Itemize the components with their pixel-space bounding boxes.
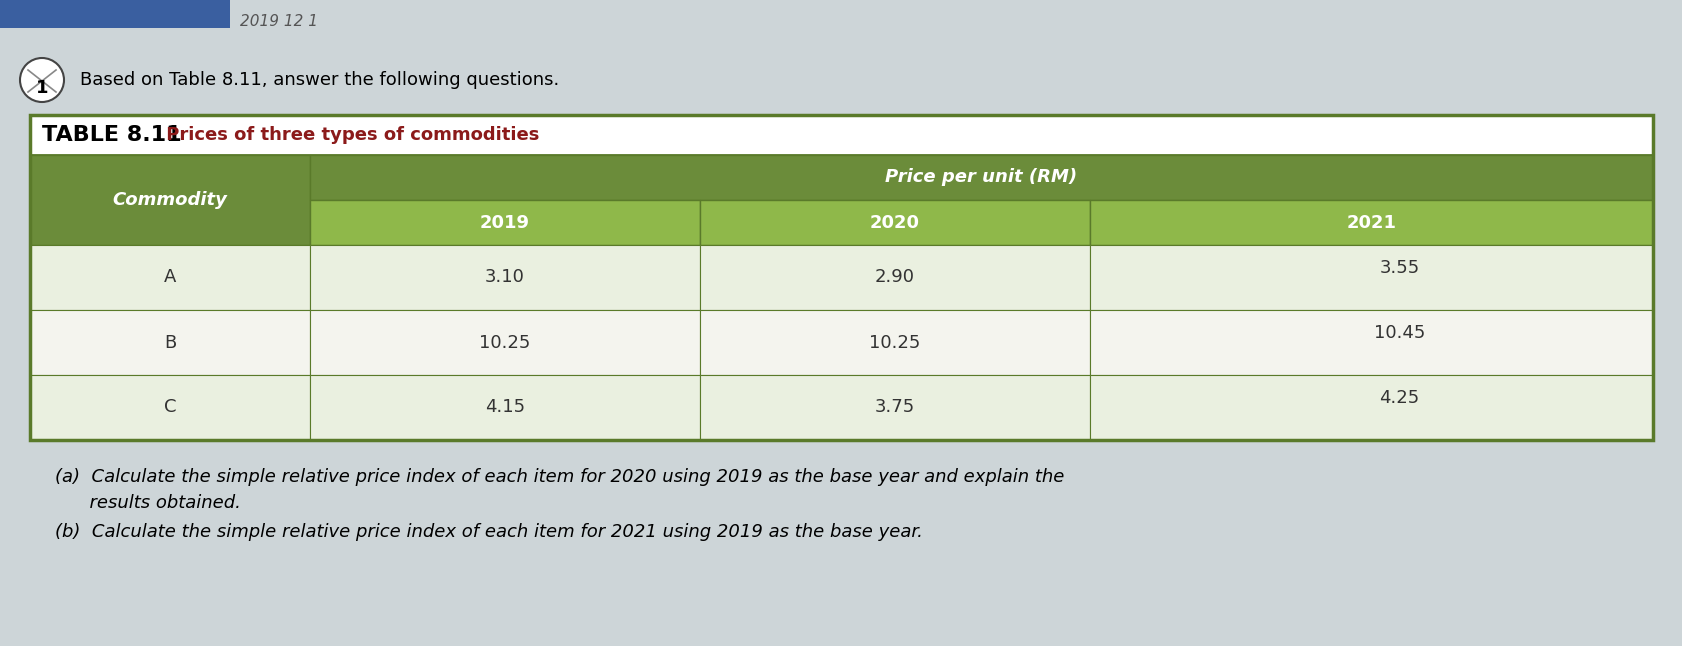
Circle shape — [20, 58, 64, 102]
Text: TABLE 8.11: TABLE 8.11 — [42, 125, 182, 145]
Text: 4.25: 4.25 — [1379, 389, 1420, 407]
Bar — [0, 0, 230, 28]
Text: 3.75: 3.75 — [875, 399, 915, 417]
Bar — [1090, 245, 1652, 310]
Bar — [309, 375, 700, 440]
Bar — [1090, 310, 1652, 375]
Text: 2.90: 2.90 — [875, 269, 915, 286]
Text: results obtained.: results obtained. — [56, 494, 241, 512]
Text: 3.55: 3.55 — [1379, 259, 1420, 276]
Bar — [309, 200, 700, 245]
Text: (a)  Calculate the simple relative price index of each item for 2020 using 2019 : (a) Calculate the simple relative price … — [56, 468, 1063, 486]
Text: 2019: 2019 — [479, 213, 530, 231]
Bar — [30, 155, 309, 245]
Text: 1: 1 — [35, 79, 49, 97]
Text: (b)  Calculate the simple relative price index of each item for 2021 using 2019 : (b) Calculate the simple relative price … — [56, 523, 922, 541]
Text: 2021: 2021 — [1346, 213, 1396, 231]
Bar — [700, 200, 1090, 245]
Text: 2020: 2020 — [870, 213, 920, 231]
Bar — [30, 375, 309, 440]
Text: 10.45: 10.45 — [1373, 324, 1425, 342]
Bar — [30, 310, 309, 375]
Text: Prices of three types of commodities: Prices of three types of commodities — [160, 126, 538, 144]
Text: 2019 12 1: 2019 12 1 — [241, 14, 318, 30]
Bar — [309, 155, 1652, 200]
Text: 4.15: 4.15 — [484, 399, 525, 417]
Bar — [700, 245, 1090, 310]
Bar — [1090, 375, 1652, 440]
Bar — [309, 245, 700, 310]
Bar — [700, 375, 1090, 440]
Text: Price per unit (RM): Price per unit (RM) — [885, 169, 1076, 187]
Text: A: A — [163, 269, 177, 286]
Text: C: C — [163, 399, 177, 417]
Bar — [309, 310, 700, 375]
Text: Based on Table 8.11, answer the following questions.: Based on Table 8.11, answer the followin… — [81, 71, 558, 89]
Bar — [700, 310, 1090, 375]
Bar — [30, 115, 1652, 155]
Text: 10.25: 10.25 — [870, 333, 920, 351]
Text: 3.10: 3.10 — [484, 269, 525, 286]
Bar — [1090, 200, 1652, 245]
Text: B: B — [163, 333, 177, 351]
Bar — [30, 245, 309, 310]
Text: Commodity: Commodity — [113, 191, 227, 209]
Bar — [30, 115, 1652, 440]
Text: 10.25: 10.25 — [479, 333, 530, 351]
